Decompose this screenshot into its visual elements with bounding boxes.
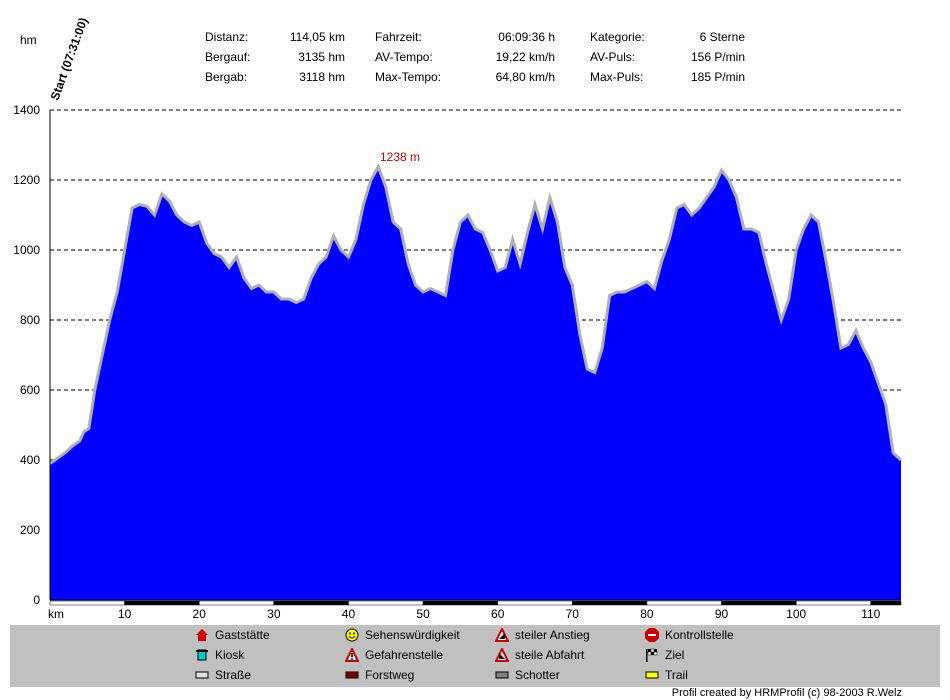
finish-flag-icon: [645, 648, 659, 662]
legend-item-schotter: Schotter: [495, 668, 560, 682]
stat-label-av-tempo: AV-Tempo:: [375, 50, 433, 64]
stat-label-bergab: Bergab:: [205, 70, 248, 84]
legend-label: Kiosk: [215, 648, 245, 662]
stat-value-max-tempo: 64,80 km/h: [495, 70, 555, 84]
legend-label: Sehenswürdigkeit: [365, 628, 460, 642]
forest-road-swatch-icon: [345, 668, 359, 682]
x-axis-label: km: [48, 607, 64, 621]
x-scale-segment-11: [870, 600, 902, 606]
y-tick-label-400: 400: [20, 453, 40, 467]
stop-sign-icon: [645, 628, 659, 642]
legend-item-sehenswuerdigkeit: Sehenswürdigkeit: [345, 628, 460, 642]
x-tick-label-70: 70: [566, 607, 580, 621]
x-tick-label-90: 90: [715, 607, 729, 621]
legend-item-kontrollstelle: Kontrollstelle: [645, 628, 734, 642]
stat-value-max-puls: 185 P/min: [690, 70, 745, 84]
x-tick-label-50: 50: [416, 607, 430, 621]
legend-label: Gaststätte: [215, 628, 270, 642]
x-scale-segment-7: [572, 600, 648, 606]
legend-item-ziel: Ziel: [645, 648, 684, 662]
y-tick-label-1200: 1200: [13, 173, 40, 187]
x-scale-segment-3: [273, 600, 349, 606]
x-scale-segment-6: [497, 600, 573, 606]
x-tick-label-10: 10: [118, 607, 132, 621]
x-tick-label-20: 20: [193, 607, 207, 621]
legend-item-gefahrenstelle: Gefahrenstelle: [344, 646, 444, 662]
stat-value-distanz: 114,05 km: [289, 30, 345, 44]
elevation-fill: [50, 166, 901, 600]
stat-label-kategorie: Kategorie:: [590, 30, 645, 44]
y-tick-label-1400: 1400: [13, 103, 40, 117]
axes: 0 200 400 600 800 1000 1200 1400 10 20 30 40 50 60 70 8…: [13, 103, 902, 621]
danger-icon: [344, 646, 360, 662]
stat-value-av-puls: 156 P/min: [690, 50, 745, 64]
kiosk-icon: [195, 648, 209, 662]
steep-climb-icon: [494, 626, 510, 642]
smiley-icon: [345, 628, 359, 642]
stat-label-fahrzeit: Fahrzeit:: [375, 30, 422, 44]
legend-label: Trail: [665, 668, 688, 682]
legend-label: steiler Anstieg: [515, 628, 590, 642]
stat-label-max-puls: Max-Puls:: [590, 70, 644, 84]
legend-item-steiler-anstieg: steiler Anstieg: [494, 626, 590, 642]
elevation-chart: 0 200 400 600 800 1000 1200 1400 10 20 30 40 50 60 70 8…: [13, 16, 903, 621]
x-scale-segment-5: [422, 600, 498, 606]
elevation-area: [49, 163, 903, 600]
gravel-swatch-icon: [495, 668, 509, 682]
stat-value-fahrzeit: 06:09:36 h: [498, 30, 555, 44]
credit-text: Profil created by HRMProfil (c) 98-2003 …: [671, 687, 902, 699]
x-tick-label-40: 40: [342, 607, 356, 621]
road-swatch-icon: [195, 668, 209, 682]
legend-label: Ziel: [665, 648, 685, 662]
y-tick-label-200: 200: [20, 523, 40, 537]
legend-label: Schotter: [515, 668, 560, 682]
legend-item-steile-abfahrt: steile Abfahrt: [494, 646, 585, 662]
stat-value-kategorie: 6 Sterne: [699, 30, 745, 44]
stat-value-bergab: 3118 hm: [299, 70, 345, 84]
legend-label: Kontrollstelle: [665, 628, 734, 642]
start-label: Start (07:31:00): [48, 16, 91, 102]
x-scale-segment-1: [124, 600, 200, 606]
legend-label: Forstweg: [365, 668, 415, 682]
x-scale-segment-10: [795, 600, 872, 606]
y-tick-label-800: 800: [20, 313, 40, 327]
x-scale-segment-0: [49, 600, 125, 606]
y-tick-label-0: 0: [33, 593, 40, 607]
legend-panel: Gaststätte Sehenswürdigkeit steiler Anst…: [10, 625, 940, 687]
stat-value-av-tempo: 19,22 km/h: [495, 50, 555, 64]
y-tick-label-1000: 1000: [13, 243, 40, 257]
x-tick-label-100: 100: [786, 607, 806, 621]
trail-swatch-icon: [645, 668, 659, 682]
x-tick-label-80: 80: [640, 607, 654, 621]
x-tick-label-110: 110: [861, 607, 880, 621]
stat-label-bergauf: Bergauf:: [205, 50, 251, 64]
peak-label: 1238 m: [380, 150, 420, 164]
legend-item-trail: Trail: [645, 668, 688, 682]
x-tick-label-30: 30: [267, 607, 281, 621]
y-tick-label-600: 600: [20, 383, 40, 397]
x-tick-label-60: 60: [491, 607, 505, 621]
restaurant-icon: [195, 628, 209, 642]
steep-descent-icon: [494, 646, 510, 662]
legend-item-kiosk: Kiosk: [195, 648, 244, 662]
legend-label: Straße: [215, 668, 252, 682]
y-axis-label: hm: [20, 33, 37, 47]
legend-item-strasse: Straße: [195, 668, 251, 682]
legend-item-forstweg: Forstweg: [345, 668, 414, 682]
stat-value-bergauf: 3135 hm: [298, 50, 345, 64]
x-scale-segment-4: [348, 600, 424, 606]
elevation-outline: [49, 163, 903, 465]
stat-label-av-puls: AV-Puls:: [590, 50, 636, 64]
x-scale-segment-9: [721, 600, 797, 606]
stat-label-distanz: Distanz:: [205, 30, 249, 44]
x-scale-segment-2: [198, 600, 275, 606]
legend-item-gaststaette: Gaststätte: [195, 628, 270, 642]
stat-label-max-tempo: Max-Tempo:: [375, 70, 442, 84]
legend-label: steile Abfahrt: [515, 648, 585, 662]
legend-label: Gefahrenstelle: [365, 648, 444, 662]
x-scale-segment-8: [646, 600, 722, 606]
